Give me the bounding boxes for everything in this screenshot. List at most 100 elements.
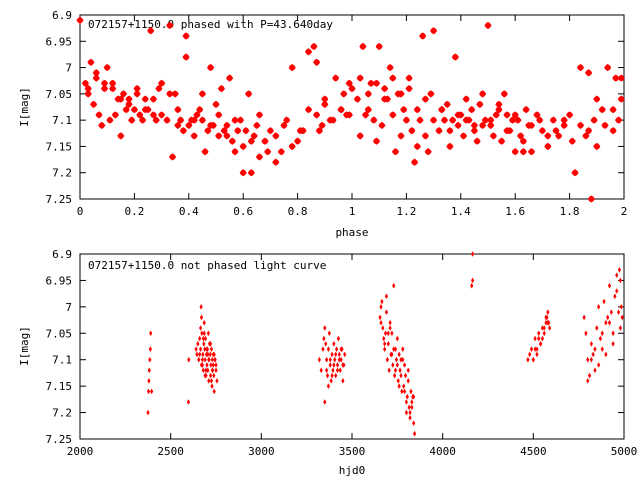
data-point	[406, 367, 410, 374]
data-point	[223, 121, 231, 129]
data-point	[208, 372, 213, 379]
data-point	[484, 21, 492, 30]
data-point	[247, 137, 255, 145]
data-point	[198, 351, 202, 358]
data-point	[158, 111, 166, 119]
y-tick-label: 7.25	[46, 433, 73, 446]
data-point	[617, 95, 625, 103]
data-point	[604, 64, 612, 72]
data-point	[593, 142, 601, 150]
data-point	[208, 351, 212, 358]
data-point	[607, 319, 612, 326]
data-point	[223, 132, 231, 140]
data-point	[332, 74, 340, 82]
data-point	[489, 132, 497, 140]
data-point	[353, 95, 361, 103]
data-point	[498, 137, 506, 145]
data-point	[389, 111, 397, 119]
data-point	[215, 132, 223, 140]
data-point	[255, 111, 264, 119]
data-point	[546, 309, 550, 315]
data-point	[544, 132, 552, 140]
data-point	[362, 111, 370, 119]
data-point	[593, 367, 597, 374]
data-point	[470, 277, 475, 284]
data-point	[323, 325, 327, 331]
data-points	[146, 251, 624, 437]
data-point	[315, 127, 323, 135]
data-point	[405, 74, 413, 82]
data-point	[401, 346, 405, 352]
data-point	[538, 341, 543, 347]
data-point	[128, 116, 136, 124]
data-point	[514, 116, 522, 124]
data-point	[503, 127, 511, 135]
data-point	[403, 372, 408, 379]
x-tick-label: 2	[621, 205, 628, 218]
data-point	[390, 351, 394, 358]
data-point	[503, 111, 511, 119]
data-point	[443, 100, 451, 108]
data-point	[451, 53, 459, 61]
data-point	[402, 383, 406, 389]
data-point	[196, 106, 204, 114]
data-point	[522, 106, 530, 114]
data-point	[255, 153, 264, 161]
data-point	[333, 356, 337, 363]
data-point	[609, 127, 617, 135]
data-point	[479, 90, 487, 98]
data-point	[212, 372, 216, 379]
data-point	[595, 325, 599, 331]
data-point	[203, 346, 207, 352]
x-tick-label: 1.6	[505, 205, 525, 218]
data-point	[412, 430, 417, 437]
data-point	[587, 372, 592, 379]
data-point	[388, 325, 392, 331]
data-point	[155, 85, 163, 93]
data-point	[313, 111, 321, 119]
data-point	[334, 372, 338, 379]
data-point	[133, 90, 141, 98]
data-point	[481, 116, 489, 124]
data-point	[476, 100, 484, 108]
data-point	[204, 127, 212, 135]
data-point	[400, 388, 404, 395]
data-point	[325, 372, 330, 379]
data-point	[326, 383, 331, 389]
data-point	[125, 100, 133, 108]
data-point	[602, 298, 606, 305]
data-point	[147, 367, 151, 374]
data-point	[386, 330, 390, 337]
data-point	[617, 74, 625, 82]
data-point	[492, 111, 500, 119]
data-point	[186, 399, 191, 405]
data-point	[190, 116, 198, 124]
data-point	[370, 116, 378, 124]
data-point	[544, 319, 548, 326]
data-point	[356, 132, 364, 140]
data-point	[207, 64, 215, 72]
data-point	[379, 319, 383, 326]
data-point	[210, 356, 214, 363]
data-point	[616, 309, 621, 315]
data-point	[533, 335, 537, 342]
data-point	[253, 121, 261, 129]
y-tick-label: 7	[65, 301, 72, 314]
data-point	[334, 351, 338, 358]
data-point	[215, 111, 223, 119]
data-point	[337, 351, 341, 358]
data-point	[582, 314, 586, 321]
data-point	[427, 90, 435, 98]
data-point	[81, 79, 89, 87]
data-point	[250, 132, 258, 140]
data-point	[519, 148, 527, 156]
data-point	[589, 341, 593, 347]
data-point	[210, 383, 214, 389]
data-point	[203, 335, 208, 342]
y-tick-label: 6.95	[46, 35, 73, 48]
data-point	[566, 111, 574, 119]
data-point	[283, 116, 291, 124]
data-point	[329, 116, 337, 124]
data-point	[328, 362, 332, 368]
